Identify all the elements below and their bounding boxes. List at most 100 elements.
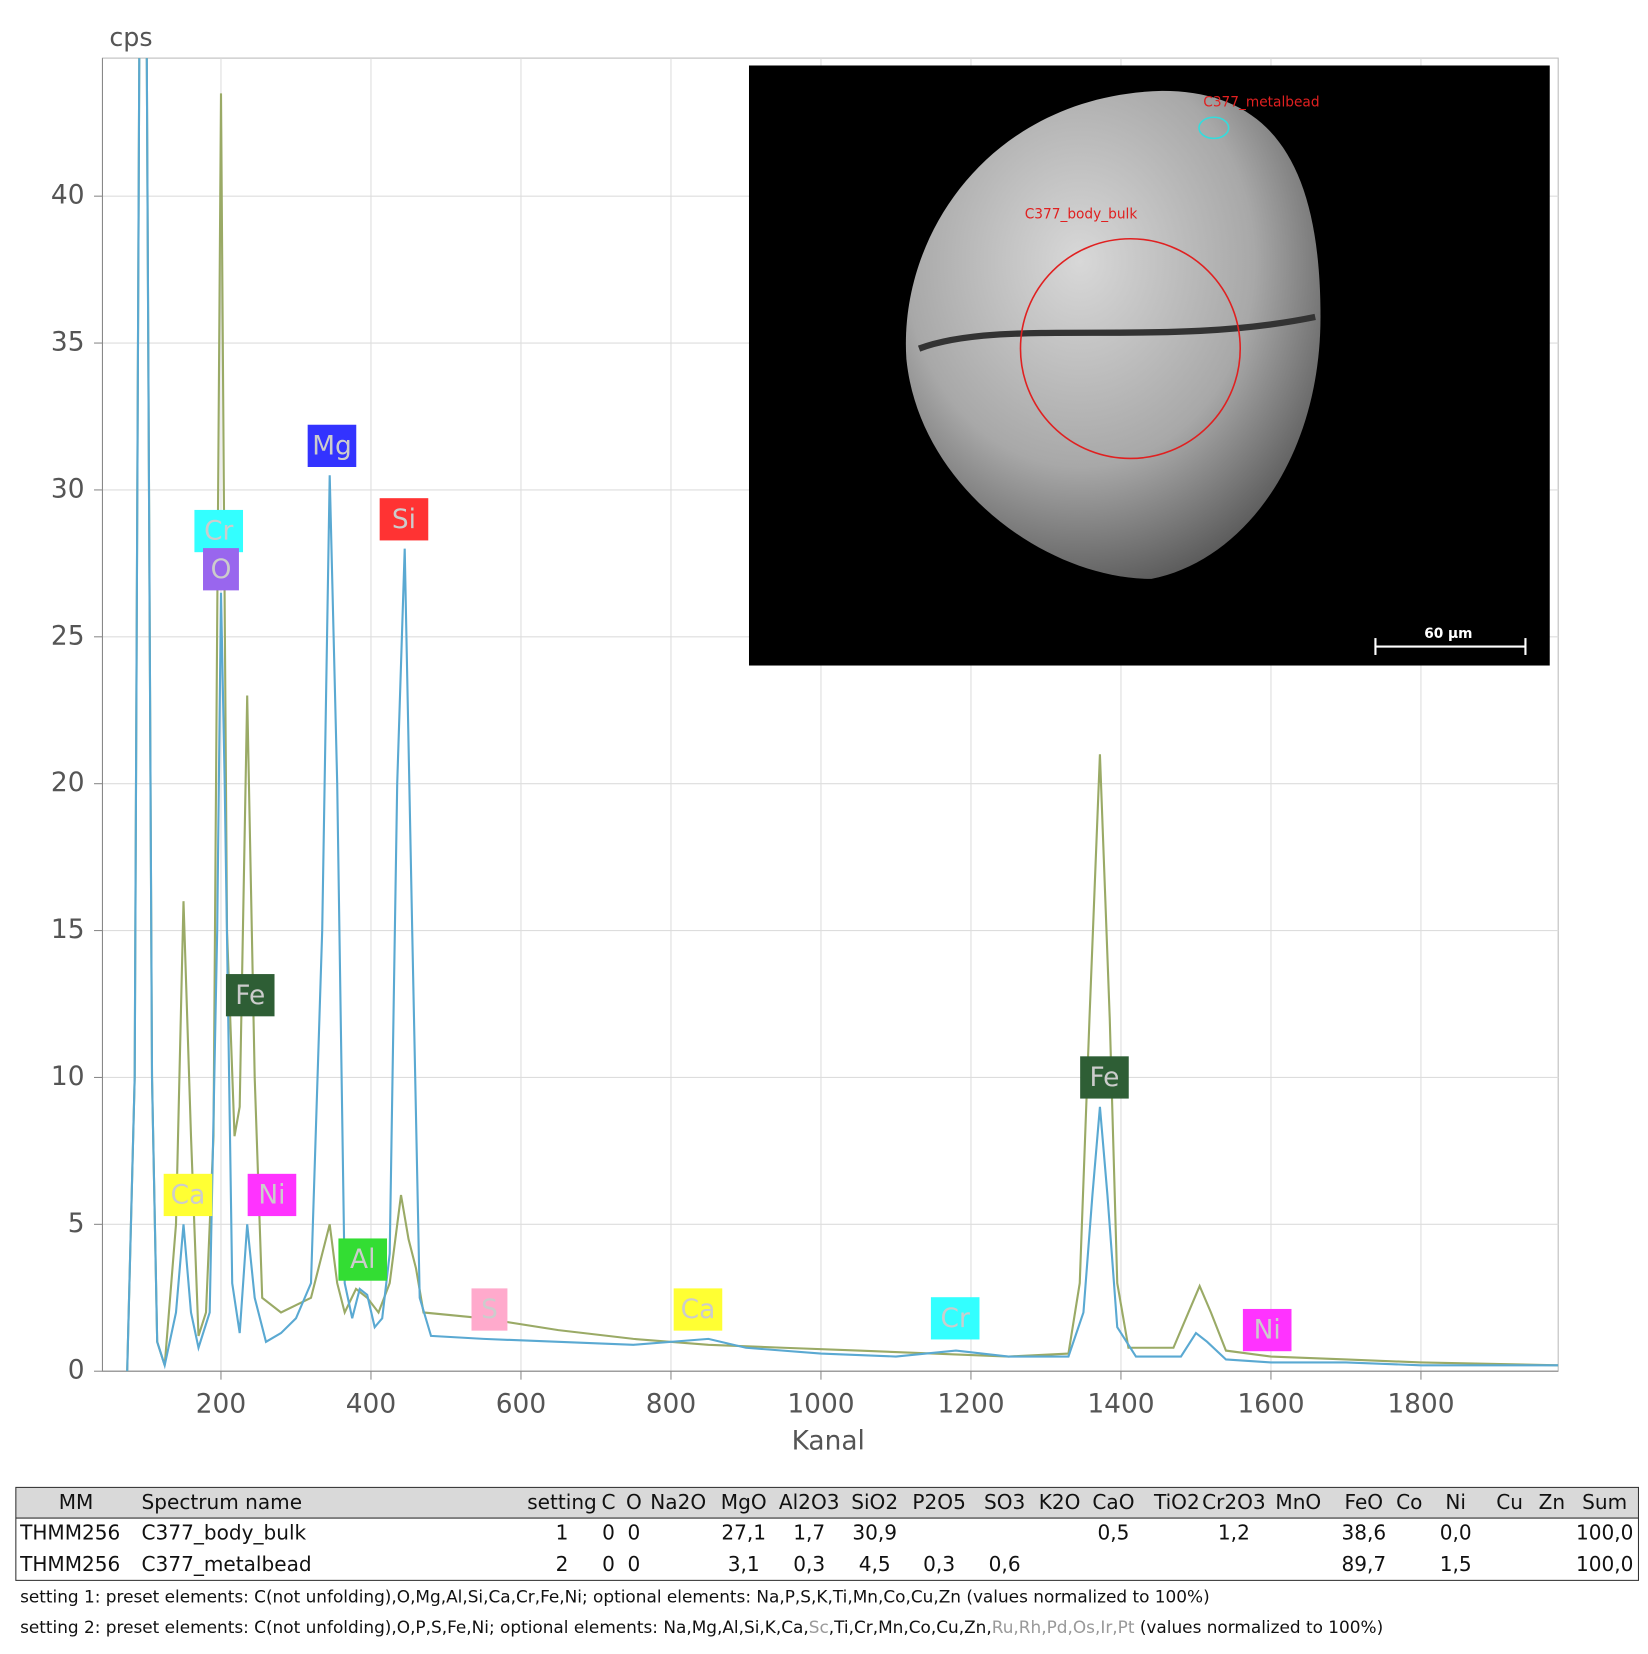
table-header: Al2O3 bbox=[779, 1490, 840, 1514]
x-tick-label: 800 bbox=[646, 1389, 696, 1420]
region-label: C377_metalbead bbox=[1203, 94, 1319, 110]
table-cell: 0 bbox=[627, 1520, 640, 1544]
note-part: setting 2: preset elements: C(not unfold… bbox=[20, 1617, 809, 1637]
element-label: Ca bbox=[171, 1180, 206, 1211]
table-cell: 0 bbox=[602, 1520, 615, 1544]
spectrum-line bbox=[126, 58, 1559, 1372]
element-label: Cr bbox=[204, 516, 233, 547]
table-header: K2O bbox=[1039, 1490, 1081, 1514]
table-cell: 0,3 bbox=[923, 1552, 955, 1576]
y-tick-label: 35 bbox=[51, 327, 85, 358]
table-header: SiO2 bbox=[851, 1490, 898, 1514]
table-cell: 27,1 bbox=[721, 1520, 766, 1544]
element-label: Ca bbox=[681, 1294, 716, 1325]
x-tick-label: 1000 bbox=[787, 1389, 854, 1420]
table-cell: 1,7 bbox=[793, 1520, 825, 1544]
table-header: MnO bbox=[1275, 1490, 1321, 1514]
y-tick-label: 30 bbox=[51, 473, 85, 504]
table-header: MM bbox=[59, 1490, 94, 1514]
element-label-box bbox=[247, 1173, 297, 1217]
table-header: Cr2O3 bbox=[1202, 1490, 1266, 1514]
table-border bbox=[15, 1486, 1640, 1581]
table-cell: 0 bbox=[627, 1552, 640, 1576]
element-label-box bbox=[379, 498, 429, 541]
table-header: Cu bbox=[1496, 1490, 1523, 1514]
element-label-box bbox=[673, 1288, 723, 1331]
note: setting 2: preset elements: C(not unfold… bbox=[20, 1617, 1383, 1637]
table-cell: 0,6 bbox=[989, 1552, 1021, 1576]
table-cell: 38,6 bbox=[1341, 1520, 1386, 1544]
x-axis-label: Kanal bbox=[792, 1425, 865, 1456]
y-tick-label: 0 bbox=[68, 1355, 85, 1386]
sem-image: C377_metalbead C377_body_bulk 60 µm bbox=[748, 65, 1550, 666]
table-header: Ni bbox=[1445, 1490, 1466, 1514]
table-header: Co bbox=[1396, 1490, 1422, 1514]
body-bulk-region bbox=[1019, 237, 1242, 460]
table-cell: 30,9 bbox=[852, 1520, 897, 1544]
table: MM Spectrum name setting C O Na2O MgO Al2O3 SiO2… bbox=[19, 1490, 1633, 1576]
element-label-box bbox=[194, 509, 244, 553]
table-cell: THMM256 bbox=[19, 1520, 120, 1544]
table-header: Spectrum name bbox=[142, 1490, 303, 1514]
region-label: C377_body_bulk bbox=[1025, 206, 1138, 222]
x-tick-label: 200 bbox=[196, 1389, 246, 1420]
element-label: Fe bbox=[1089, 1062, 1119, 1093]
element-label-box bbox=[203, 548, 239, 591]
x-tick-label: 1200 bbox=[937, 1389, 1004, 1420]
y-tick-label: 10 bbox=[51, 1061, 85, 1092]
y-tick-label: 20 bbox=[51, 767, 85, 798]
table-cell: 1,5 bbox=[1440, 1552, 1472, 1576]
crack bbox=[917, 313, 1316, 352]
element-labels: Ca Cr O Fe Ni Mg Si Al S Ca Cr Fe Ni bbox=[163, 424, 1292, 1352]
notes: setting 1: preset elements: C(not unfold… bbox=[20, 1586, 1383, 1637]
table-header: MgO bbox=[721, 1490, 767, 1514]
element-label-box bbox=[163, 1173, 213, 1217]
element-label: Mg bbox=[312, 430, 352, 461]
element-label: Al bbox=[350, 1244, 375, 1275]
element-label-box bbox=[930, 1297, 980, 1340]
table-cell: 0,3 bbox=[793, 1552, 825, 1576]
metalbead-region bbox=[1198, 116, 1230, 140]
x-tick-label: 600 bbox=[496, 1389, 546, 1420]
spectra bbox=[126, 58, 1559, 1372]
element-label-box bbox=[1080, 1056, 1129, 1099]
table-header: O bbox=[626, 1490, 642, 1514]
table-header-bg bbox=[15, 1487, 1639, 1519]
grid: 0 5 10 15 20 25 30 35 40 200 400 600 800 1000 1200 1400… bbox=[51, 58, 1559, 1420]
table-cell: C377_body_bulk bbox=[142, 1520, 307, 1544]
table-cell: 0 bbox=[602, 1552, 615, 1576]
table-header: setting bbox=[527, 1490, 597, 1514]
x-tick-label: 1600 bbox=[1237, 1389, 1304, 1420]
y-tick-label: 15 bbox=[51, 914, 85, 945]
element-label-box bbox=[225, 974, 275, 1017]
table-header: SO3 bbox=[984, 1490, 1025, 1514]
table-cell: 3,1 bbox=[728, 1552, 760, 1576]
table-header: FeO bbox=[1345, 1490, 1384, 1514]
table-cell: C377_metalbead bbox=[142, 1552, 312, 1576]
x-tick-label: 1400 bbox=[1087, 1389, 1154, 1420]
element-label: Ni bbox=[1254, 1315, 1281, 1346]
table-header: TiO2 bbox=[1153, 1490, 1200, 1514]
table-cell: 2 bbox=[556, 1552, 569, 1576]
element-label-box bbox=[307, 424, 357, 467]
note-part: Sc bbox=[809, 1617, 829, 1637]
y-tick-label: 5 bbox=[68, 1208, 85, 1239]
note-part: setting 1: preset elements: C(not unfold… bbox=[20, 1586, 1210, 1606]
table-cell: 100,0 bbox=[1576, 1520, 1633, 1544]
table-header: C bbox=[601, 1490, 615, 1514]
element-label-box bbox=[471, 1288, 508, 1331]
scale-bar-label: 60 µm bbox=[1424, 626, 1472, 642]
element-label: Ni bbox=[258, 1180, 285, 1211]
note-part: ,Ti,Cr,Mn,Co,Cu,Zn, bbox=[829, 1617, 992, 1637]
y-tick-label: 40 bbox=[51, 180, 85, 211]
note-part: Ru,Rh,Pd,Os,Ir,Pt bbox=[992, 1617, 1135, 1637]
element-label: Fe bbox=[235, 980, 265, 1011]
table-cell: 1,2 bbox=[1218, 1520, 1250, 1544]
table-header: CaO bbox=[1092, 1490, 1134, 1514]
table-cell: 0,5 bbox=[1097, 1520, 1129, 1544]
element-label: S bbox=[481, 1294, 498, 1325]
table-cell: 0,0 bbox=[1440, 1520, 1472, 1544]
table-cell: THMM256 bbox=[19, 1552, 120, 1576]
table-header: Na2O bbox=[650, 1490, 706, 1514]
